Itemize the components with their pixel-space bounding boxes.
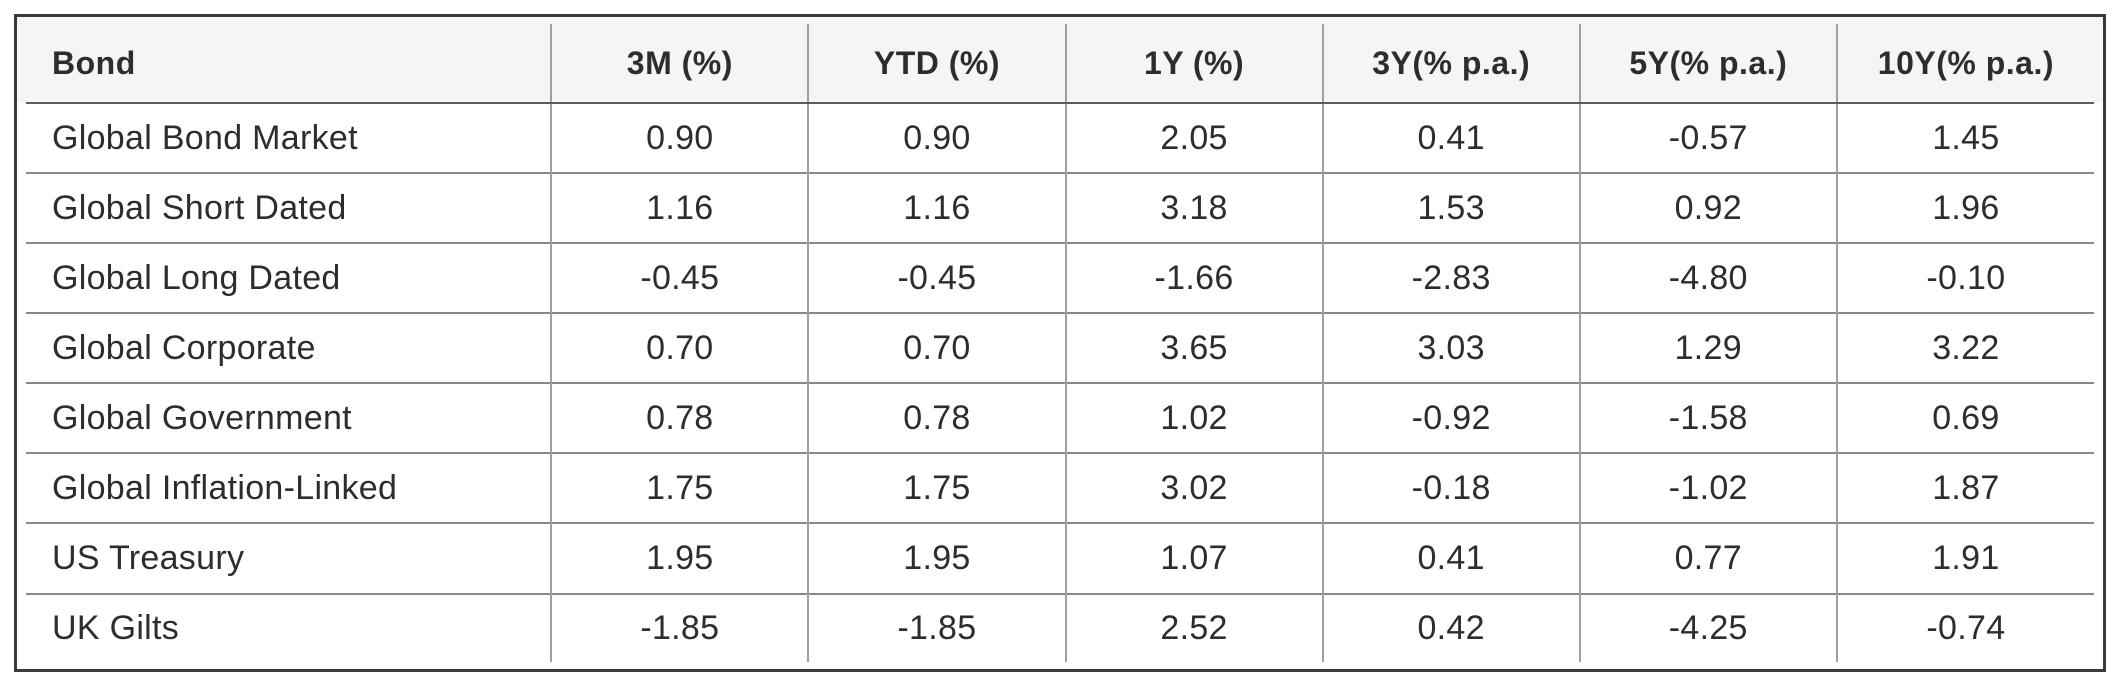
table-row: Global Long Dated -0.45 -0.45 -1.66 -2.83 -4.… — [26, 242, 2094, 314]
value-cell: 0.90 — [807, 103, 1066, 174]
value-cell: 1.91 — [1835, 522, 2094, 594]
table-row: US Treasury 1.95 1.95 1.07 0.41 0.77 1.91 — [26, 522, 2094, 594]
value-cell: 3.02 — [1064, 452, 1323, 524]
value-cell: 1.53 — [1321, 172, 1580, 244]
bond-performance-table-frame: Bond 3M (%) YTD (%) 1Y (%) 3Y(% p.a.) 5Y… — [14, 14, 2106, 672]
value-cell: -4.80 — [1578, 242, 1837, 314]
value-cell: 0.78 — [550, 382, 809, 454]
value-cell: 0.90 — [550, 103, 809, 174]
value-cell: 3.03 — [1321, 312, 1580, 384]
value-cell: -2.83 — [1321, 242, 1580, 314]
value-cell: 0.41 — [1321, 103, 1580, 174]
value-cell: -0.92 — [1321, 382, 1580, 454]
header-row: Bond 3M (%) YTD (%) 1Y (%) 3Y(% p.a.) 5Y… — [26, 24, 2094, 104]
value-cell: 0.69 — [1835, 382, 2094, 454]
table-row: Global Inflation-Linked 1.75 1.75 3.02 -0.18… — [26, 452, 2094, 524]
bond-name-cell: Global Corporate — [26, 312, 552, 384]
column-header-3m: 3M (%) — [550, 24, 809, 104]
value-cell: 1.16 — [550, 172, 809, 244]
value-cell: -0.18 — [1321, 452, 1580, 524]
value-cell: 2.05 — [1064, 103, 1323, 174]
bond-performance-table: Bond 3M (%) YTD (%) 1Y (%) 3Y(% p.a.) 5Y… — [26, 24, 2094, 662]
value-cell: -1.66 — [1064, 242, 1323, 314]
column-header-10y: 10Y(% p.a.) — [1835, 24, 2094, 104]
value-cell: -1.85 — [550, 592, 809, 662]
value-cell: 0.78 — [807, 382, 1066, 454]
value-cell: -4.25 — [1578, 592, 1837, 662]
bond-name-cell: Global Short Dated — [26, 172, 552, 244]
table-body: Global Bond Market 0.90 0.90 2.05 0.41 -0.57 1… — [26, 103, 2094, 662]
value-cell: 1.87 — [1835, 452, 2094, 524]
value-cell: -0.74 — [1835, 592, 2094, 662]
table-header: Bond 3M (%) YTD (%) 1Y (%) 3Y(% p.a.) 5Y… — [26, 24, 2094, 104]
bond-name-cell: UK Gilts — [26, 592, 552, 662]
value-cell: 3.22 — [1835, 312, 2094, 384]
value-cell: 3.65 — [1064, 312, 1323, 384]
value-cell: 0.70 — [807, 312, 1066, 384]
value-cell: -0.45 — [550, 242, 809, 314]
bond-name-cell: US Treasury — [26, 522, 552, 594]
value-cell: -1.85 — [807, 592, 1066, 662]
value-cell: -0.10 — [1835, 242, 2094, 314]
column-header-1y: 1Y (%) — [1064, 24, 1323, 104]
value-cell: -1.02 — [1578, 452, 1837, 524]
value-cell: 2.52 — [1064, 592, 1323, 662]
column-header-3y: 3Y(% p.a.) — [1321, 24, 1580, 104]
value-cell: 1.75 — [807, 452, 1066, 524]
value-cell: 1.95 — [550, 522, 809, 594]
value-cell: 0.42 — [1321, 592, 1580, 662]
bond-name-cell: Global Government — [26, 382, 552, 454]
value-cell: 1.96 — [1835, 172, 2094, 244]
table-row: Global Government 0.78 0.78 1.02 -0.92 -1.58 0… — [26, 382, 2094, 454]
value-cell: -0.45 — [807, 242, 1066, 314]
bond-name-cell: Global Long Dated — [26, 242, 552, 314]
value-cell: 1.95 — [807, 522, 1066, 594]
column-header-ytd: YTD (%) — [807, 24, 1066, 104]
value-cell: 1.45 — [1835, 103, 2094, 174]
table-row: Global Bond Market 0.90 0.90 2.05 0.41 -0.57 1… — [26, 103, 2094, 174]
column-header-5y: 5Y(% p.a.) — [1578, 24, 1837, 104]
value-cell: 1.75 — [550, 452, 809, 524]
value-cell: -1.58 — [1578, 382, 1837, 454]
table-row: Global Corporate 0.70 0.70 3.65 3.03 1.29 3.22 — [26, 312, 2094, 384]
column-header-bond: Bond — [26, 24, 552, 104]
bond-name-cell: Global Inflation-Linked — [26, 452, 552, 524]
bond-name-cell: Global Bond Market — [52, 118, 358, 157]
value-cell: 1.29 — [1578, 312, 1837, 384]
value-cell: 0.92 — [1578, 172, 1837, 244]
table-row: UK Gilts -1.85 -1.85 2.52 0.42 -4.25 -0.74 — [26, 592, 2094, 662]
value-cell: 0.77 — [1578, 522, 1837, 594]
value-cell: 3.18 — [1064, 172, 1323, 244]
value-cell: -0.57 — [1578, 103, 1837, 174]
table-row: Global Short Dated 1.16 1.16 3.18 1.53 0.92 1.… — [26, 172, 2094, 244]
value-cell: 0.70 — [550, 312, 809, 384]
value-cell: 1.16 — [807, 172, 1066, 244]
value-cell: 1.02 — [1064, 382, 1323, 454]
value-cell: 1.07 — [1064, 522, 1323, 594]
value-cell: 0.41 — [1321, 522, 1580, 594]
